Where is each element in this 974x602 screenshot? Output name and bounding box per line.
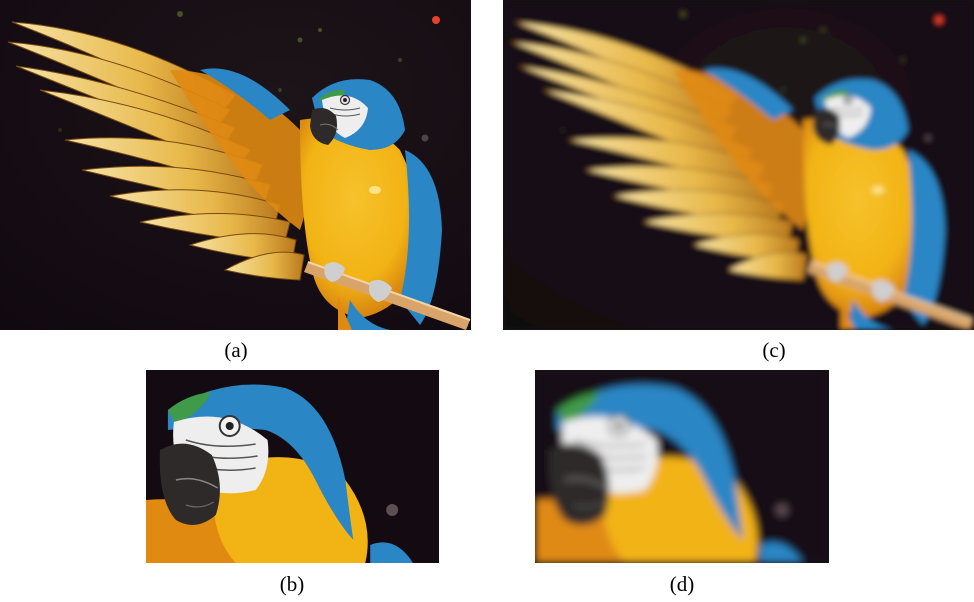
parrot-photo-blurred — [503, 0, 974, 330]
parrot-head-photo-blurred — [535, 370, 829, 563]
panel-b-head-closeup-sharp — [146, 370, 439, 563]
parrot-head-photo — [146, 370, 439, 563]
caption-b: (b) — [279, 572, 305, 596]
caption-d: (d) — [669, 572, 695, 596]
panel-a-full-parrot-sharp — [0, 0, 471, 330]
caption-a: (a) — [224, 338, 248, 362]
caption-c: (c) — [762, 338, 786, 362]
panel-d-head-closeup-blurred — [535, 370, 829, 563]
panel-c-full-parrot-blurred — [503, 0, 974, 330]
parrot-photo — [0, 0, 471, 330]
